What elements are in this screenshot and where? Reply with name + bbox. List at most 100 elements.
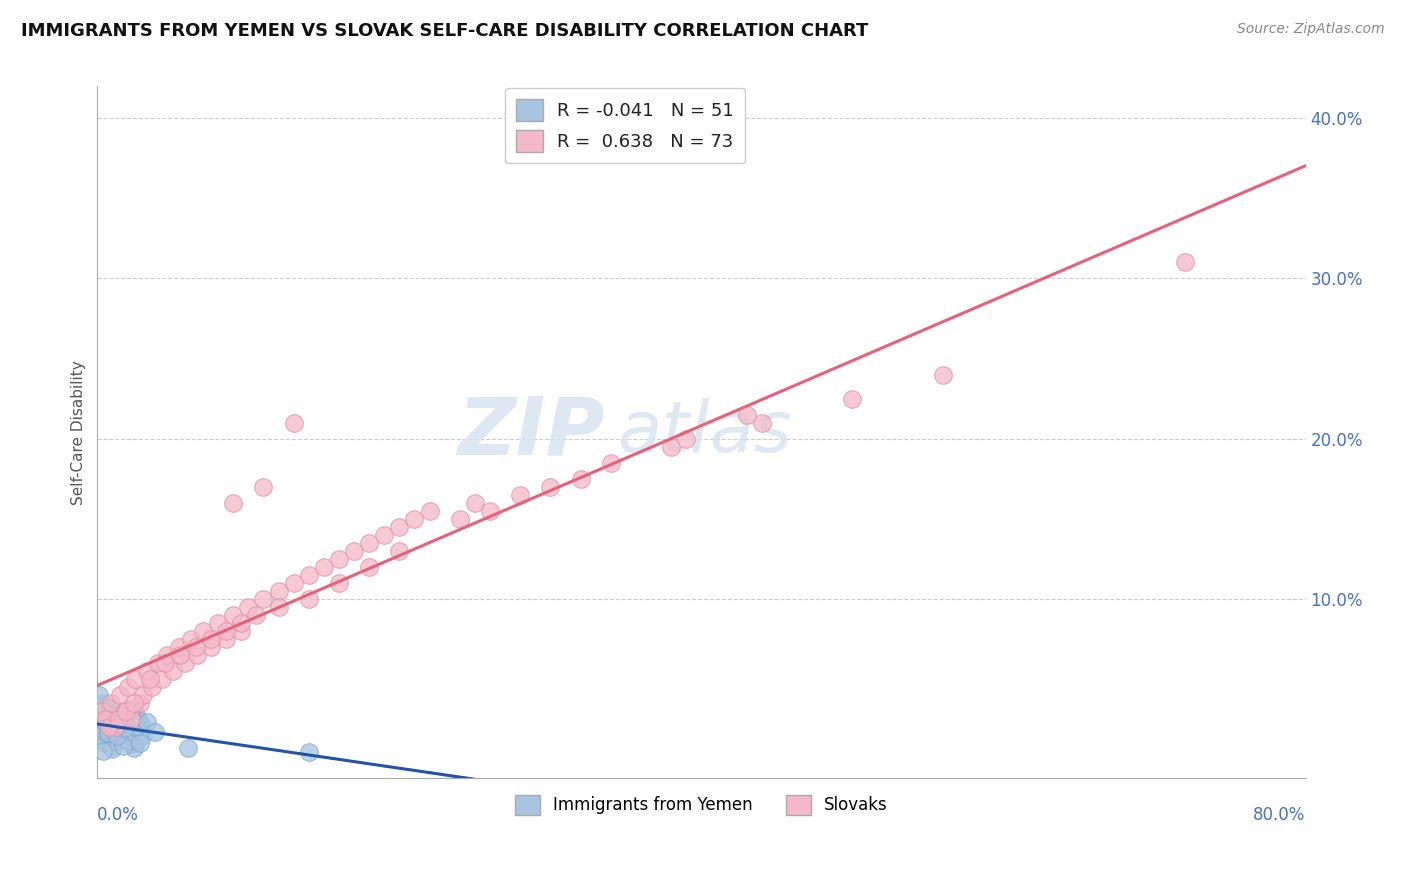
Point bbox=[359, 535, 381, 549]
Point bbox=[124, 720, 146, 734]
Point bbox=[120, 738, 142, 752]
Point bbox=[121, 702, 143, 716]
Point bbox=[479, 503, 502, 517]
Point bbox=[108, 710, 131, 724]
Text: ZIP: ZIP bbox=[457, 393, 605, 471]
Point bbox=[98, 720, 121, 734]
Point bbox=[104, 714, 127, 728]
Point bbox=[127, 712, 149, 726]
Point bbox=[121, 710, 143, 724]
Point bbox=[103, 726, 125, 740]
Point bbox=[150, 672, 173, 686]
Y-axis label: Self-Care Disability: Self-Care Disability bbox=[72, 359, 86, 505]
Point bbox=[186, 648, 208, 662]
Point bbox=[449, 511, 471, 525]
Point bbox=[114, 724, 136, 739]
Point bbox=[94, 698, 117, 713]
Point bbox=[128, 736, 150, 750]
Point bbox=[117, 734, 139, 748]
Point bbox=[124, 706, 146, 720]
Point bbox=[131, 728, 153, 742]
Point bbox=[114, 722, 136, 736]
Point bbox=[283, 575, 305, 590]
Point bbox=[419, 503, 441, 517]
Point bbox=[328, 575, 350, 590]
Point bbox=[136, 664, 159, 678]
Point bbox=[136, 714, 159, 729]
Point bbox=[122, 696, 145, 710]
Point bbox=[100, 696, 122, 710]
Point bbox=[94, 736, 117, 750]
Point bbox=[87, 688, 110, 702]
Point bbox=[118, 708, 141, 723]
Point bbox=[569, 472, 592, 486]
Point bbox=[169, 648, 191, 662]
Point bbox=[115, 704, 138, 718]
Point bbox=[104, 720, 127, 734]
Point bbox=[97, 726, 120, 740]
Point bbox=[96, 712, 118, 726]
Point bbox=[200, 640, 222, 654]
Point bbox=[267, 599, 290, 614]
Point bbox=[162, 664, 184, 678]
Text: Source: ZipAtlas.com: Source: ZipAtlas.com bbox=[1237, 22, 1385, 37]
Point bbox=[464, 495, 486, 509]
Point bbox=[298, 591, 321, 606]
Point bbox=[215, 624, 238, 638]
Point bbox=[90, 732, 112, 747]
Text: 80.0%: 80.0% bbox=[1253, 805, 1306, 823]
Point bbox=[252, 591, 274, 606]
Point bbox=[141, 680, 163, 694]
Point bbox=[105, 730, 128, 744]
Point bbox=[111, 739, 134, 753]
Point bbox=[180, 632, 202, 646]
Point bbox=[100, 739, 122, 753]
Point bbox=[101, 720, 124, 734]
Point bbox=[229, 615, 252, 630]
Point bbox=[184, 640, 207, 654]
Point bbox=[932, 368, 955, 382]
Point bbox=[107, 712, 129, 726]
Point bbox=[117, 731, 139, 745]
Point bbox=[267, 583, 290, 598]
Point bbox=[90, 704, 112, 718]
Text: atlas: atlas bbox=[617, 398, 792, 467]
Point bbox=[128, 723, 150, 737]
Point bbox=[124, 672, 146, 686]
Point bbox=[111, 718, 134, 732]
Point bbox=[143, 724, 166, 739]
Point bbox=[388, 519, 411, 533]
Point bbox=[155, 656, 177, 670]
Point bbox=[207, 615, 229, 630]
Point bbox=[328, 551, 350, 566]
Point bbox=[659, 440, 682, 454]
Point bbox=[343, 543, 366, 558]
Point bbox=[298, 745, 321, 759]
Point bbox=[87, 723, 110, 737]
Point bbox=[97, 728, 120, 742]
Point bbox=[131, 688, 153, 702]
Point bbox=[200, 632, 222, 646]
Point bbox=[105, 734, 128, 748]
Point bbox=[177, 740, 200, 755]
Point bbox=[509, 488, 531, 502]
Point bbox=[146, 656, 169, 670]
Point bbox=[108, 706, 131, 721]
Point bbox=[98, 700, 121, 714]
Legend: Immigrants from Yemen, Slovaks: Immigrants from Yemen, Slovaks bbox=[508, 788, 894, 822]
Point bbox=[139, 672, 162, 686]
Point bbox=[599, 456, 621, 470]
Point bbox=[252, 480, 274, 494]
Point bbox=[108, 688, 131, 702]
Point bbox=[215, 632, 238, 646]
Point bbox=[388, 543, 411, 558]
Point bbox=[93, 744, 115, 758]
Point bbox=[312, 559, 335, 574]
Point bbox=[191, 624, 214, 638]
Point bbox=[96, 716, 118, 731]
Point bbox=[110, 730, 132, 744]
Point bbox=[89, 712, 111, 726]
Point bbox=[114, 704, 136, 718]
Point bbox=[222, 607, 245, 622]
Point bbox=[129, 716, 152, 731]
